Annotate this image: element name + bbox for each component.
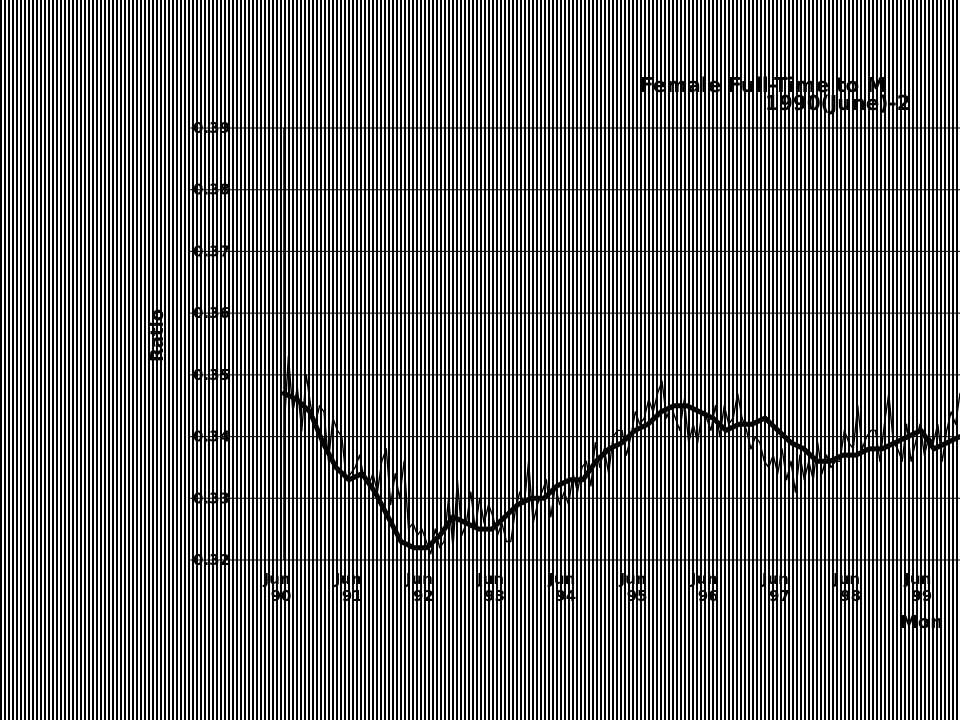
x-tick-month-5: Jun bbox=[619, 570, 647, 588]
series-line-smoothed bbox=[281, 390, 960, 551]
x-tick-month-6: Jun bbox=[690, 570, 718, 588]
y-tick-label-5: 0.37 bbox=[193, 242, 230, 260]
y-tick-label-4: 0.36 bbox=[193, 304, 230, 322]
y-tick-label-3: 0.35 bbox=[193, 366, 230, 384]
y-axis-label: Ratio bbox=[147, 309, 168, 362]
x-axis-label: Mon bbox=[900, 612, 943, 633]
x-tick-month-2: Jun bbox=[405, 570, 433, 588]
x-tick-month-1: Jun bbox=[334, 570, 362, 588]
x-tick-month-4: Jun bbox=[547, 570, 575, 588]
x-tick-month-3: Jun bbox=[476, 570, 504, 588]
y-tick-label-6: 0.38 bbox=[193, 181, 230, 199]
x-tick-month-0: Jun bbox=[263, 570, 291, 588]
x-tick-month-9: Jun bbox=[903, 570, 931, 588]
series-layer bbox=[281, 355, 960, 555]
x-tick-year-0: 90 bbox=[271, 587, 292, 605]
y-tick-label-0: 0.32 bbox=[193, 551, 230, 569]
x-tick-month-7: Jun bbox=[761, 570, 789, 588]
x-tick-year-3: 93 bbox=[484, 587, 505, 605]
x-tick-year-8: 98 bbox=[840, 587, 861, 605]
y-tick-label-7: 0.39 bbox=[193, 119, 230, 137]
x-tick-year-7: 97 bbox=[769, 587, 790, 605]
y-tick-label-2: 0.34 bbox=[193, 428, 230, 446]
chart-title: Female Full-Time to M bbox=[640, 73, 886, 97]
series-line-monthly bbox=[283, 355, 960, 555]
y-tick-label-1: 0.33 bbox=[193, 489, 230, 507]
y-axis-ticks: 0.32 0.33 0.34 0.35 0.36 0.37 0.38 0.39 bbox=[193, 119, 230, 569]
x-tick-year-5: 95 bbox=[627, 587, 648, 605]
x-tick-year-9: 99 bbox=[911, 587, 932, 605]
x-axis-ticks: Jun90Jun91Jun92Jun93Jun94Jun95Jun96Jun97… bbox=[263, 570, 933, 605]
x-tick-month-8: Jun bbox=[832, 570, 860, 588]
chart-subtitle: 1990(June)-2 bbox=[765, 91, 911, 115]
x-tick-year-4: 94 bbox=[555, 587, 576, 605]
grid bbox=[190, 127, 960, 561]
x-tick-year-2: 92 bbox=[413, 587, 434, 605]
x-tick-year-6: 96 bbox=[698, 587, 719, 605]
x-tick-year-1: 91 bbox=[342, 587, 363, 605]
